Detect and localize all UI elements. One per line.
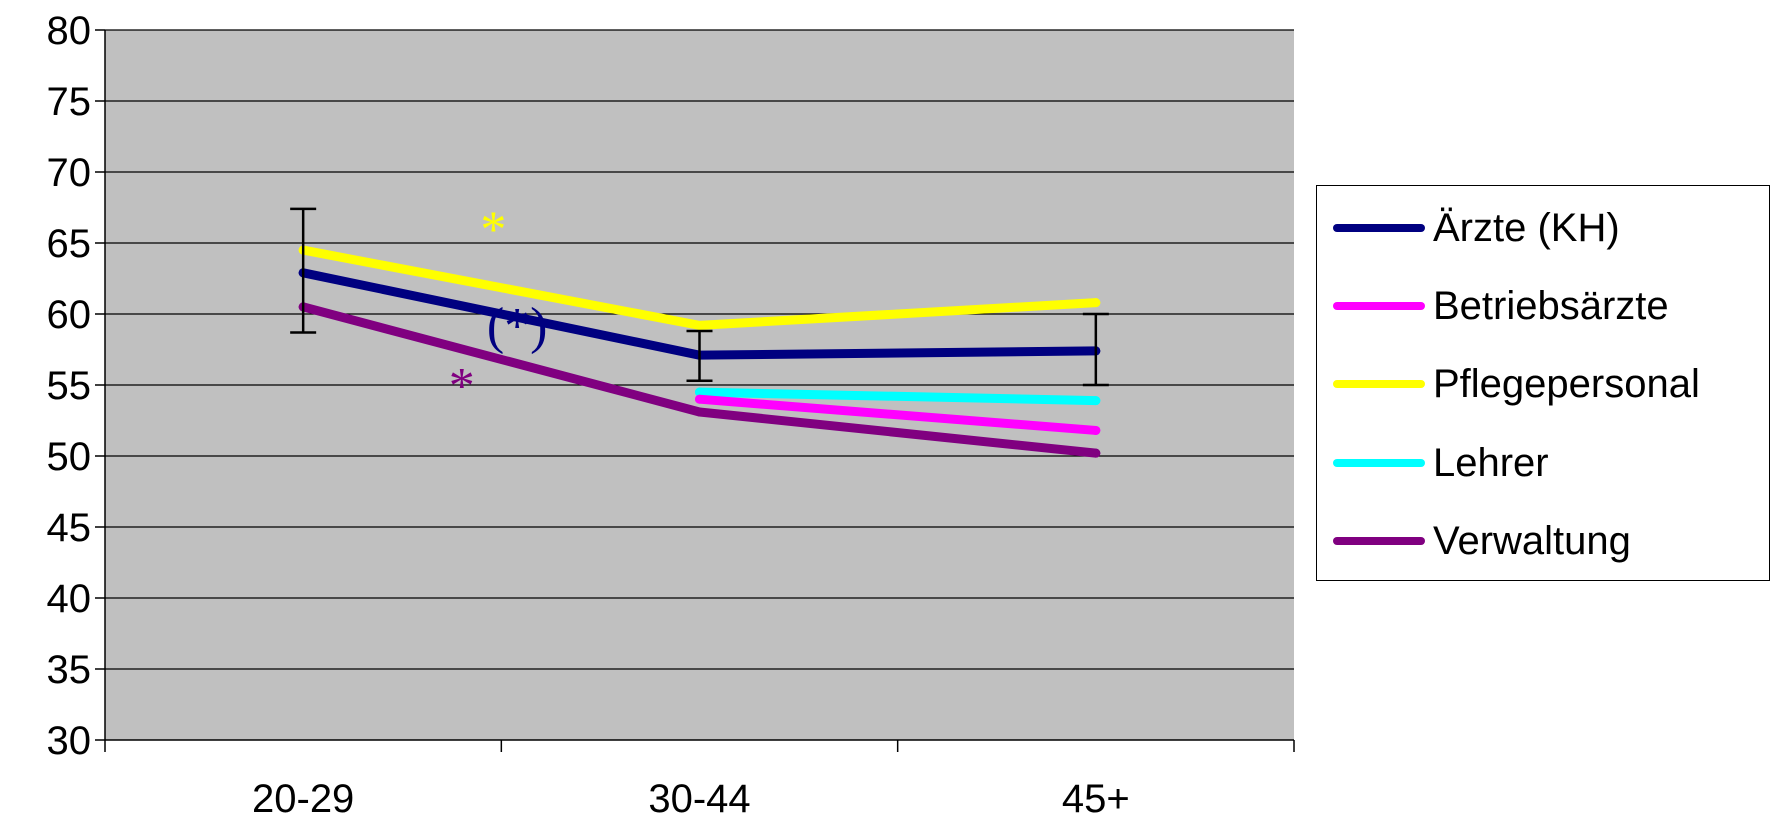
series-point-2	[695, 320, 704, 330]
legend-label-pflegepersonal: Pflegepersonal	[1433, 361, 1700, 406]
legend-swatch-aerzte	[1333, 224, 1425, 232]
series-point-4	[1091, 448, 1101, 458]
legend-swatch-betriebsaerzte	[1333, 302, 1425, 310]
legend-item-aerzte: Ärzte (KH)	[1333, 205, 1620, 250]
x-tick-label: 20-29	[252, 777, 354, 821]
x-tick-label: 30-44	[648, 777, 750, 821]
y-tick-label: 60	[47, 293, 92, 337]
legend-item-betriebsaerzte: Betriebsärzte	[1333, 283, 1669, 328]
y-tick-label: 65	[47, 222, 92, 266]
y-tick-label: 40	[47, 577, 92, 621]
significance-annotation: *	[449, 358, 475, 415]
legend-label-aerzte: Ärzte (KH)	[1433, 205, 1620, 250]
y-tick-label: 75	[47, 80, 92, 124]
significance-annotation: *	[480, 201, 506, 258]
legend-label-betriebsaerzte: Betriebsärzte	[1433, 283, 1669, 328]
y-tick-label: 45	[47, 506, 92, 550]
legend-label-verwaltung: Verwaltung	[1433, 518, 1631, 563]
series-point-3	[1091, 396, 1101, 406]
y-tick-label: 70	[47, 151, 92, 195]
y-tick-label: 35	[47, 648, 92, 692]
legend-label-lehrer: Lehrer	[1433, 440, 1549, 485]
series-line-3	[695, 387, 1101, 406]
y-tick-label: 50	[47, 435, 92, 479]
y-tick-label: 55	[47, 364, 92, 408]
series-point-3	[695, 387, 704, 397]
legend-swatch-pflegepersonal	[1333, 380, 1425, 388]
legend-item-lehrer: Lehrer	[1333, 440, 1549, 485]
series-point-1	[1091, 425, 1101, 435]
legend-item-pflegepersonal: Pflegepersonal	[1333, 361, 1700, 406]
legend-swatch-lehrer	[1333, 459, 1425, 467]
legend-swatch-verwaltung	[1333, 537, 1425, 545]
y-tick-label: 80	[47, 9, 92, 53]
x-tick-label: 45+	[1062, 777, 1130, 821]
legend-item-verwaltung: Verwaltung	[1333, 518, 1631, 563]
series-point-4	[695, 407, 704, 417]
series-line-1	[695, 394, 1101, 435]
series-point-1	[695, 394, 704, 404]
chart-legend: Ärzte (KH) Betriebsärzte Pflegepersonal …	[1316, 185, 1770, 581]
series-point-2	[1091, 298, 1101, 308]
significance-annotation: (*)	[487, 298, 548, 355]
y-tick-label: 30	[47, 719, 92, 763]
